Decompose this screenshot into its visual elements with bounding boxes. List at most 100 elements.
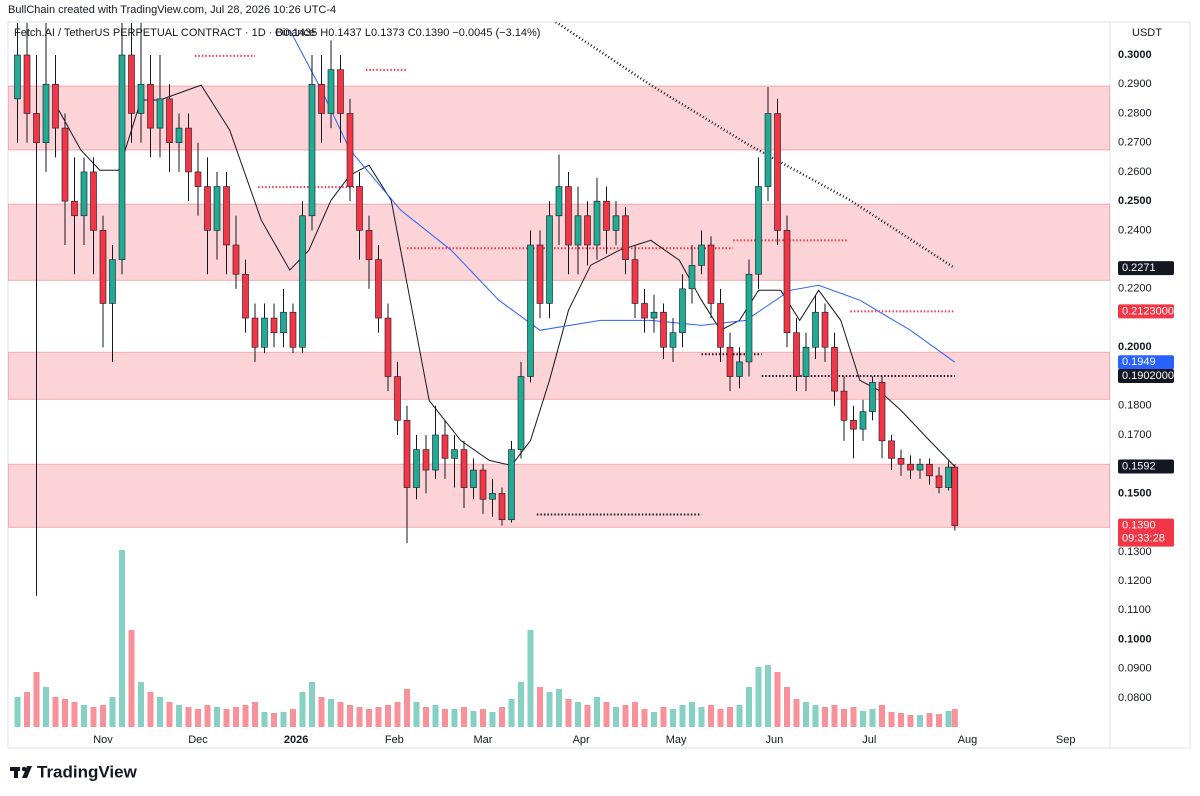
volume-bar: [423, 707, 429, 727]
candle-body: [650, 311, 658, 319]
candle-body: [23, 54, 31, 114]
volume-bar: [546, 692, 553, 727]
volume-bar: [128, 630, 135, 727]
volume-bar: [537, 687, 543, 727]
candle-body: [394, 376, 401, 421]
candle-body: [546, 215, 553, 304]
candle-body: [337, 69, 344, 114]
volume-bar: [470, 711, 477, 727]
candle-body: [42, 83, 50, 144]
candle-body: [508, 449, 515, 521]
volume-bar: [290, 709, 296, 727]
volume-bar: [632, 702, 638, 727]
candle-body: [802, 346, 810, 377]
candle-body: [185, 127, 192, 173]
volume-bar: [242, 705, 249, 727]
price-tag: [1118, 304, 1174, 319]
volume-bar: [584, 705, 591, 727]
volume-bar: [869, 709, 876, 727]
candle-body: [926, 463, 933, 477]
candle-body: [574, 215, 582, 246]
candle-body: [308, 83, 316, 217]
volume-bar: [375, 707, 382, 727]
volume-bar: [951, 709, 958, 727]
candle-body: [840, 390, 848, 421]
volume-bar: [214, 707, 220, 727]
candle-body: [688, 265, 696, 290]
volume-bar: [366, 709, 372, 727]
candle-body: [71, 200, 78, 217]
volume-bar: [803, 702, 809, 727]
candle-body: [850, 420, 857, 430]
volume-bar: [812, 705, 819, 727]
candle-body: [793, 332, 800, 377]
candle-body: [156, 98, 164, 129]
y-tick-label: 0.2500: [1118, 195, 1152, 207]
candle-body: [897, 458, 905, 465]
candle-body: [859, 411, 867, 430]
candle-body: [593, 200, 601, 246]
volume-bar: [337, 702, 344, 727]
y-tick-label: 0.2000: [1118, 341, 1152, 353]
price-tag: [1118, 355, 1174, 370]
candle-body: [565, 186, 572, 246]
volume-bar: [233, 707, 239, 727]
volume-bar: [166, 702, 173, 727]
y-tick-label: 0.0900: [1118, 663, 1152, 675]
axes: 0.3000 0.2900 0.2800 0.2700 0.2600 0.2500 0.24…: [93, 49, 1180, 746]
price-tag-label: 0.2271: [1122, 262, 1156, 274]
volume-bar: [841, 709, 847, 727]
candle-body: [812, 311, 819, 348]
candle-body: [945, 466, 952, 488]
unit-label: USDT: [1132, 27, 1162, 39]
candle-body: [365, 230, 373, 260]
volume-bar: [613, 707, 619, 727]
y-tick-label: 0.2900: [1118, 78, 1152, 90]
volume-bar: [480, 709, 486, 727]
candle-body: [280, 311, 287, 333]
volume-bar: [556, 689, 562, 727]
candle-body: [451, 449, 458, 459]
candle-body: [118, 54, 126, 260]
candle-body: [717, 303, 724, 348]
volume-bar: [356, 707, 363, 727]
candle-body: [951, 466, 959, 526]
volume-bar: [432, 705, 439, 727]
candle-body: [422, 449, 430, 471]
candle-body: [555, 186, 563, 217]
candle-body: [109, 259, 116, 304]
candle-body: [584, 215, 591, 246]
volume-bar: [888, 712, 895, 727]
volume-bar: [727, 707, 733, 727]
volume-bar: [926, 713, 933, 727]
ohlc-legend: O0.1435 H0.1437 L0.1373 C0.1390 −0.0045 …: [275, 27, 540, 39]
candle-body: [242, 273, 249, 319]
x-tick-label: Nov: [93, 734, 113, 746]
volume-bar: [442, 709, 448, 727]
header-text: BullChain created with TradingView.com, …: [8, 4, 336, 16]
candle-body: [33, 113, 40, 144]
candle-body: [631, 259, 639, 304]
price-pane: [8, 22, 1110, 727]
volume-bar: [594, 697, 600, 727]
x-tick-label: Mar: [474, 734, 493, 746]
volume-bar: [404, 689, 410, 727]
candle-body: [878, 382, 886, 442]
y-tick-label: 0.2400: [1118, 224, 1152, 236]
candle-body: [403, 420, 411, 488]
volume-bar: [318, 697, 325, 727]
volume-bar: [394, 702, 401, 727]
volume-bar: [299, 692, 306, 727]
symbol-title: Fetch.AI / TetherUS PERPETUAL CONTRACT ·…: [14, 27, 315, 39]
volume-bar: [185, 707, 192, 727]
y-tick-label: 0.1700: [1118, 429, 1152, 441]
price-tag: [1118, 261, 1174, 276]
candle-body: [14, 54, 21, 100]
volume-bar: [518, 682, 524, 727]
volume-bar: [755, 667, 762, 727]
brand-name: TradingView: [37, 762, 138, 781]
volume-bar: [679, 705, 686, 727]
candle-body: [536, 244, 544, 304]
candle-body: [622, 215, 629, 260]
